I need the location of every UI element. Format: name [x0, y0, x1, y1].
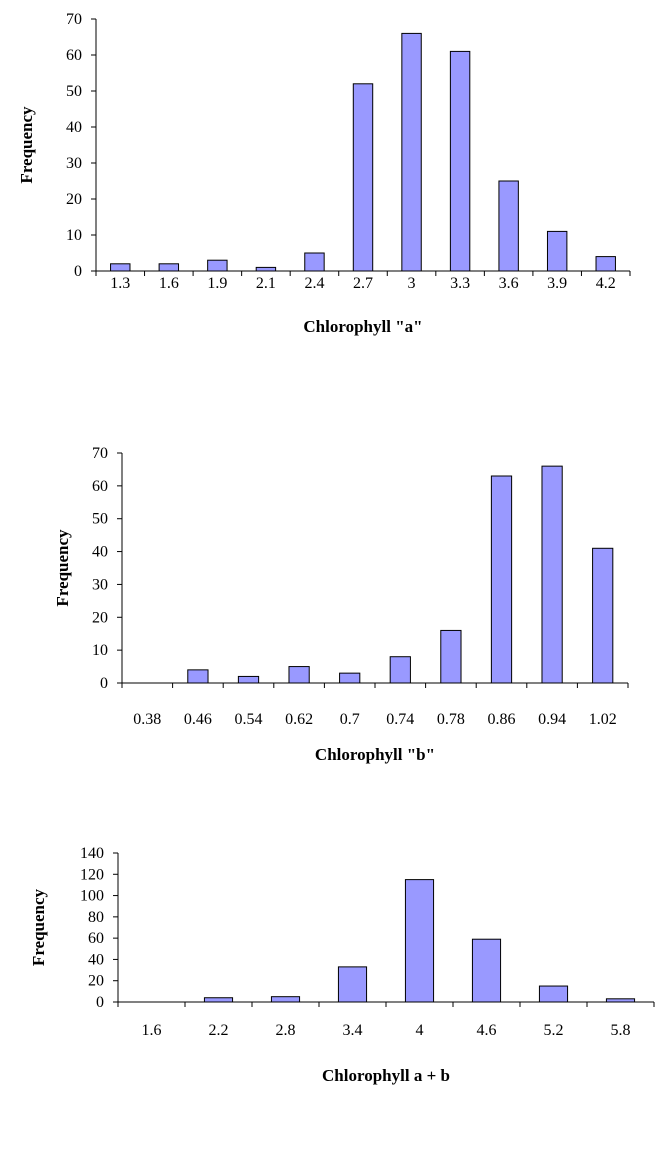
chart-2-x-tick-label: 0.54: [235, 711, 263, 728]
chart-2-bar: [339, 672, 361, 684]
chart-3-x-tick-label: 5.8: [611, 1022, 631, 1039]
chart-2-bar: [541, 465, 563, 684]
chart-1-y-tick-label: 70: [66, 11, 82, 28]
chart-2-bar: [288, 666, 310, 684]
chart-1-y-tick-label: 60: [66, 47, 82, 64]
chart-3-y-tick-label: 80: [88, 909, 104, 926]
chart-2-x-tick-label: 0.7: [340, 711, 360, 728]
chart-1-bar: [304, 252, 325, 272]
chart-3-x-tick-label: 2.2: [209, 1022, 229, 1039]
chart-1-x-tick-label: 3.3: [450, 275, 470, 292]
chart-1-x-tick-label: 4.2: [596, 275, 616, 292]
chart-1-x-axis-title: Chlorophyll "a": [303, 317, 422, 336]
chart-3-y-tick-label: 40: [88, 951, 104, 968]
chart-2-bar: [490, 475, 513, 684]
chart-1-y-tick-label: 40: [66, 119, 82, 136]
chart-3-x-tick-label: 5.2: [544, 1022, 564, 1039]
chart-1-x-tick-label: 2.1: [256, 275, 276, 292]
chart-2-x-tick-label: 1.02: [589, 711, 617, 728]
chart-2-x-tick-label: 0.78: [437, 711, 465, 728]
chart-2-y-tick-label: 30: [92, 576, 108, 593]
chart-1-x-tick-label: 1.6: [159, 275, 179, 292]
chart-3-bar: [270, 996, 301, 1003]
chart-1-y-tick-label: 30: [66, 155, 82, 172]
chart-2-x-tick-label: 0.86: [488, 711, 516, 728]
chart-3-x-axis-title: Chlorophyll a + b: [322, 1066, 450, 1085]
chart-2-x-tick-label: 0.74: [386, 711, 414, 728]
chart-2-bar: [237, 675, 260, 684]
chart-1-x-tick-label: 1.3: [110, 275, 130, 292]
chart-3-y-axis-title: Frequency: [29, 888, 48, 966]
chart-3-y-tick-label: 140: [80, 845, 104, 862]
chart-1-y-tick-label: 20: [66, 191, 82, 208]
chart-1-bar: [158, 263, 180, 272]
chart-2-bar: [187, 669, 209, 684]
chart-3-x-tick-label: 4: [416, 1022, 424, 1039]
chart-1-y-tick-label: 50: [66, 83, 82, 100]
chart-2-x-tick-label: 0.46: [184, 711, 212, 728]
chart-3-bar: [337, 966, 368, 1003]
chart-2-y-tick-label: 10: [92, 642, 108, 659]
chart-1-x-tick-label: 1.9: [207, 275, 227, 292]
chart-1-x-tick-label: 2.7: [353, 275, 373, 292]
chart-2-x-axis-title: Chlorophyll "b": [315, 745, 435, 764]
chart-1-bar: [498, 180, 519, 272]
chart-3-x-tick-label: 2.8: [276, 1022, 296, 1039]
chart-3-y-tick-label: 120: [80, 866, 104, 883]
chart-1-y-tick-label: 0: [74, 263, 82, 280]
chart-2-y-tick-label: 0: [100, 675, 108, 692]
chart-3-bar: [404, 879, 435, 1003]
chart-2-bar: [592, 547, 614, 684]
chart-1-x-tick-label: 3: [408, 275, 416, 292]
chart-2-y-tick-label: 70: [92, 445, 108, 462]
chart-2-y-tick-label: 60: [92, 478, 108, 495]
chart-2-x-tick-label: 0.62: [285, 711, 313, 728]
chart-2-y-tick-label: 40: [92, 544, 108, 561]
chart-3-y-tick-label: 20: [88, 973, 104, 990]
chart-2-y-axis-title: Frequency: [53, 529, 72, 607]
chart-3-bar: [203, 997, 234, 1003]
chart-2-y-tick-label: 20: [92, 609, 108, 626]
chart-3-bar: [471, 938, 502, 1003]
chart-1-x-tick-label: 3.6: [499, 275, 519, 292]
chart-1-bar: [207, 259, 228, 272]
chart-2-x-tick-label: 0.94: [538, 711, 566, 728]
chart-1-bar: [110, 263, 131, 272]
chart-3-y-tick-label: 60: [88, 930, 104, 947]
chart-1-bar: [352, 83, 374, 272]
chart-3-x-tick-label: 1.6: [142, 1022, 162, 1039]
chart-3-x-tick-label: 4.6: [477, 1022, 497, 1039]
chart-1-bar: [449, 50, 471, 272]
chart-2-y-tick-label: 50: [92, 511, 108, 528]
chart-1-x-tick-label: 3.9: [547, 275, 567, 292]
chart-3-x-tick-label: 3.4: [343, 1022, 363, 1039]
chart-3-bar: [538, 985, 569, 1003]
chart-1-bar: [595, 256, 616, 272]
chart-3-y-tick-label: 0: [96, 994, 104, 1011]
chart-3-y-tick-label: 100: [80, 888, 104, 905]
chart-1-y-axis-title: Frequency: [17, 106, 36, 184]
chart-1-x-tick-label: 2.4: [304, 275, 324, 292]
chart-1-y-tick-label: 10: [66, 227, 82, 244]
chart-1-bar: [401, 32, 422, 272]
chart-2-bar: [389, 656, 411, 684]
chart-2-bar: [440, 629, 462, 684]
chart-1-bar: [546, 230, 568, 272]
chart-2-x-tick-label: 0.38: [133, 711, 161, 728]
chart-1-bar: [255, 266, 277, 272]
